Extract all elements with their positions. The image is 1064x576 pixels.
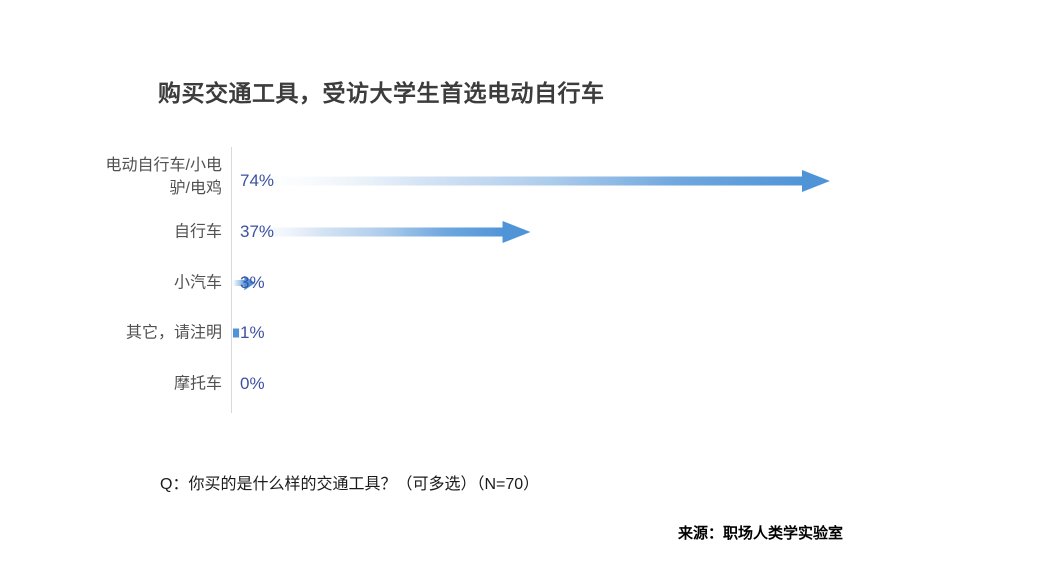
category-label: 电动自行车/小电驴/电鸡 (105, 157, 222, 197)
bar-arrow (231, 275, 256, 291)
value-label: 0% (240, 374, 265, 393)
category-label: 其它，请注明 (125, 324, 222, 342)
bar-arrow (231, 170, 830, 192)
category-label: 摩托车 (173, 375, 222, 393)
value-label: 3% (240, 273, 265, 292)
value-label: 1% (240, 323, 265, 342)
category-label: 小汽车 (173, 274, 222, 292)
category-label: 自行车 (173, 223, 222, 241)
source-note: 来源：职场人类学实验室 (678, 525, 844, 542)
value-label: 74% (240, 171, 275, 190)
value-label: 37% (240, 222, 275, 241)
bar-arrow (231, 221, 531, 243)
chart-title: 购买交通工具，受访大学生首选电动自行车 (158, 80, 605, 106)
bar-arrow (233, 328, 240, 338)
survey-question: Q：你买的是什么样的交通工具？（可多选）（N=70） (160, 476, 540, 493)
